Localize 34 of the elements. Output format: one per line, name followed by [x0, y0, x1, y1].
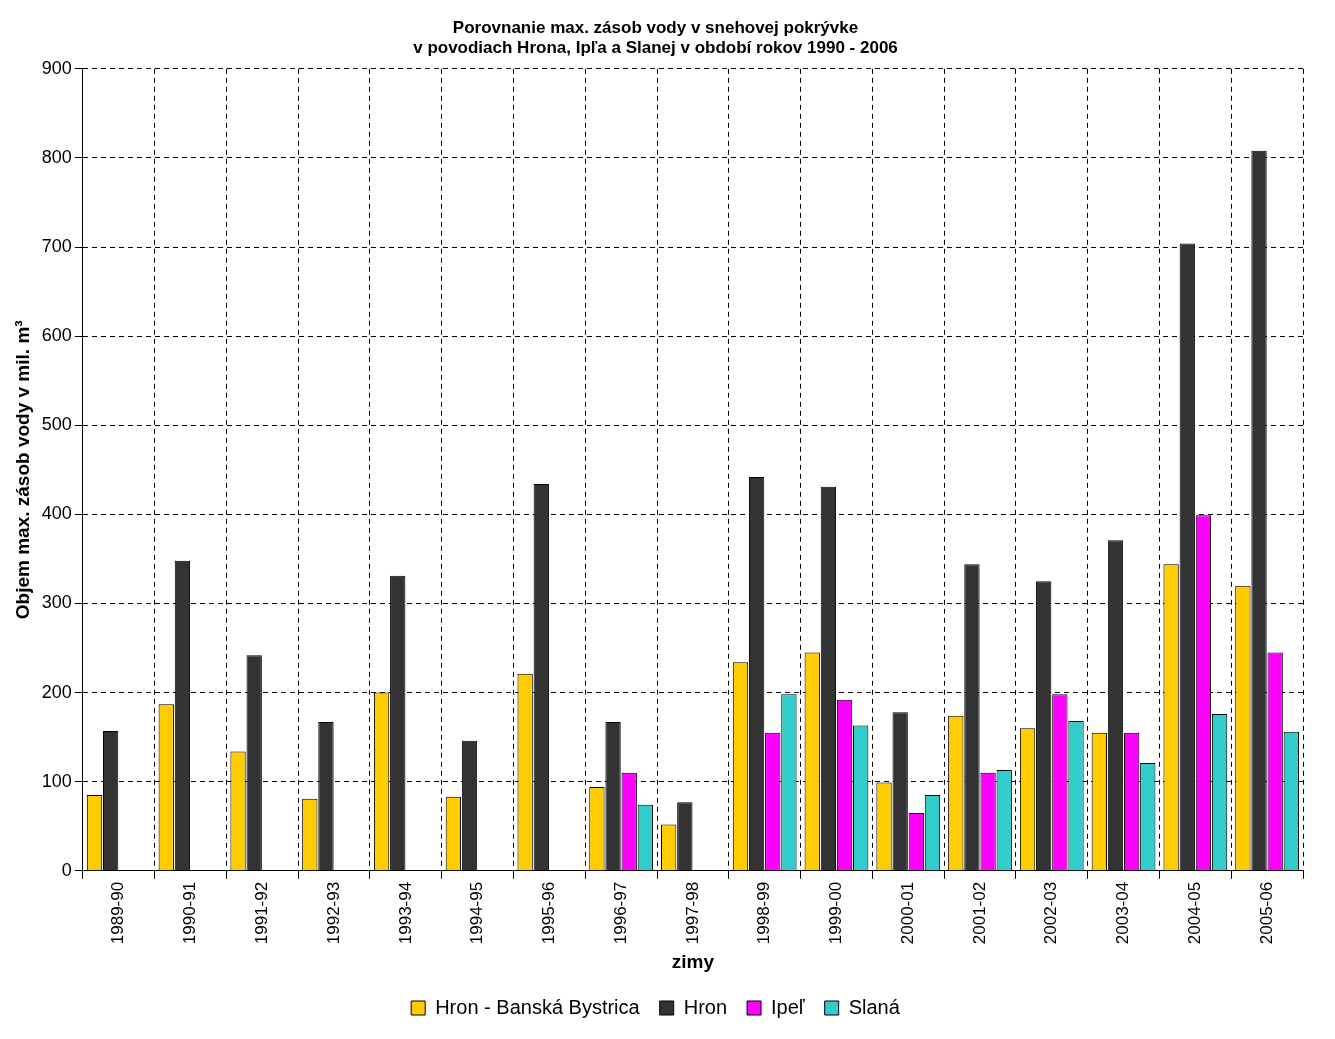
x-tick-label: 1991-92 [251, 881, 271, 945]
y-tick-label: 600 [41, 325, 72, 346]
x-tick-label: 2005-06 [1256, 881, 1276, 945]
legend-label: Ipeľ [771, 995, 806, 1018]
y-tick-label: 400 [41, 503, 72, 524]
x-tick-label: 1997-98 [682, 881, 702, 945]
y-tick-label: 300 [41, 592, 72, 613]
y-tick-label: 900 [41, 57, 72, 78]
y-tick-label: 100 [41, 770, 72, 791]
x-tick-label: 1998-99 [754, 881, 774, 945]
y-tick-label: 500 [41, 414, 72, 435]
x-axis-title: zimy [671, 950, 715, 972]
y-tick-label: 700 [41, 235, 72, 256]
y-tick-label: 0 [61, 859, 72, 880]
x-tick-label: 2000-01 [897, 881, 917, 945]
x-tick-label: 1999-00 [826, 881, 846, 945]
x-tick-label: 2004-05 [1185, 881, 1205, 945]
x-tick-label: 2001-02 [969, 881, 989, 945]
chart-title: Porovnanie max. zásob vody v snehovej pokrývke v povodiach Hrona, Ipľa a Slanej v období rokov 1990 - 2006 [413, 17, 898, 58]
y-tick-label: 800 [41, 146, 72, 167]
legend-label: Hron - Banská Bystrica [435, 995, 641, 1018]
legend-label: Slaná [848, 995, 901, 1018]
x-tick-label: 1992-93 [323, 881, 343, 945]
y-axis-title: Objem max. zásob vody v mil. m³ [11, 320, 33, 620]
x-tick-label: 1996-97 [610, 881, 630, 945]
x-tick-label: 1990-91 [180, 881, 200, 945]
x-tick-label: 2003-04 [1113, 881, 1133, 945]
y-tick-label: 200 [41, 681, 72, 702]
x-tick-label: 2002-03 [1041, 881, 1061, 945]
x-tick-label: 1989-90 [108, 881, 128, 945]
x-tick-label: 1995-96 [539, 881, 559, 945]
x-tick-label: 1994-95 [467, 881, 487, 945]
legend-label: Hron [683, 995, 728, 1018]
x-tick-label: 1993-94 [395, 881, 415, 945]
